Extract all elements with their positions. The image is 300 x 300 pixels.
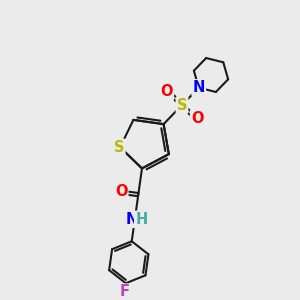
Text: S: S	[177, 98, 187, 112]
Text: O: O	[115, 184, 128, 199]
Text: O: O	[191, 111, 203, 126]
Text: N: N	[126, 212, 138, 227]
Text: S: S	[114, 140, 124, 155]
Text: H: H	[135, 212, 147, 227]
Text: O: O	[160, 84, 173, 99]
Text: F: F	[120, 284, 130, 299]
Text: N: N	[193, 80, 205, 95]
